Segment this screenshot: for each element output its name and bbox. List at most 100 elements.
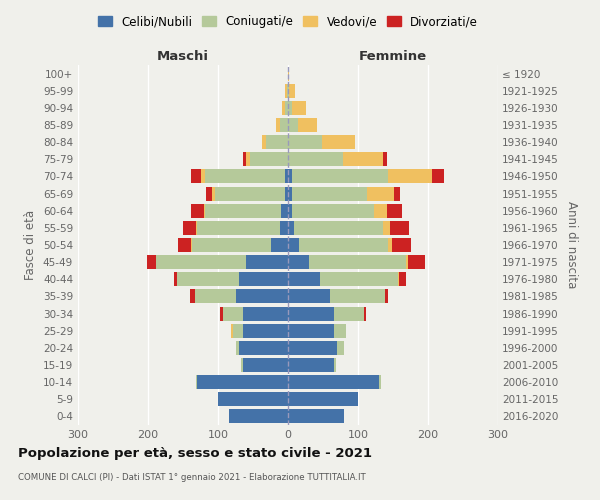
Bar xyxy=(387,204,402,218)
Bar xyxy=(197,375,288,389)
Bar xyxy=(146,255,155,269)
Bar xyxy=(288,135,322,149)
Bar xyxy=(288,152,343,166)
Bar xyxy=(215,186,284,200)
Bar xyxy=(266,135,288,149)
Bar xyxy=(235,341,239,355)
Bar xyxy=(288,358,334,372)
Bar xyxy=(262,135,266,149)
Bar xyxy=(246,152,250,166)
Bar xyxy=(343,152,383,166)
Bar xyxy=(205,204,281,218)
Bar xyxy=(288,255,309,269)
Bar xyxy=(287,84,288,98)
Bar xyxy=(223,306,242,320)
Bar xyxy=(385,290,388,304)
Bar xyxy=(298,118,317,132)
Bar xyxy=(284,101,288,115)
Bar xyxy=(288,290,330,304)
Text: COMUNE DI CALCI (PI) - Dati ISTAT 1° gennaio 2021 - Elaborazione TUTTITALIA.IT: COMUNE DI CALCI (PI) - Dati ISTAT 1° gen… xyxy=(18,472,366,482)
Bar xyxy=(191,238,192,252)
Bar xyxy=(288,341,337,355)
Text: Maschi: Maschi xyxy=(157,50,209,64)
Bar xyxy=(192,238,271,252)
Bar xyxy=(383,221,389,235)
Bar xyxy=(190,290,195,304)
Bar xyxy=(183,221,196,235)
Bar xyxy=(288,375,379,389)
Bar xyxy=(389,221,409,235)
Bar xyxy=(288,306,334,320)
Bar xyxy=(288,170,292,183)
Bar xyxy=(431,170,444,183)
Bar xyxy=(288,186,292,200)
Bar xyxy=(232,324,233,338)
Bar xyxy=(367,186,394,200)
Bar xyxy=(394,186,400,200)
Bar xyxy=(299,238,388,252)
Bar xyxy=(288,204,292,218)
Legend: Celibi/Nubili, Coniugati/e, Vedovi/e, Divorziati/e: Celibi/Nubili, Coniugati/e, Vedovi/e, Di… xyxy=(98,15,478,28)
Bar xyxy=(288,66,289,80)
Bar xyxy=(246,255,288,269)
Bar xyxy=(288,324,334,338)
Bar xyxy=(309,255,406,269)
Bar xyxy=(285,84,287,98)
Bar xyxy=(178,272,239,286)
Bar xyxy=(284,186,288,200)
Bar xyxy=(374,204,387,218)
Text: Femmine: Femmine xyxy=(359,50,427,64)
Bar xyxy=(276,118,280,132)
Bar xyxy=(388,170,431,183)
Bar xyxy=(233,324,242,338)
Bar xyxy=(229,410,288,424)
Bar xyxy=(174,272,178,286)
Bar xyxy=(242,152,246,166)
Bar xyxy=(204,204,205,218)
Bar xyxy=(288,392,358,406)
Bar xyxy=(280,118,288,132)
Bar xyxy=(242,306,288,320)
Bar xyxy=(334,324,346,338)
Bar xyxy=(388,238,392,252)
Y-axis label: Anni di nascita: Anni di nascita xyxy=(565,202,578,288)
Bar xyxy=(337,341,344,355)
Bar xyxy=(292,170,388,183)
Bar xyxy=(398,272,400,286)
Text: Popolazione per età, sesso e stato civile - 2021: Popolazione per età, sesso e stato civil… xyxy=(18,448,372,460)
Bar xyxy=(320,272,398,286)
Bar xyxy=(292,204,374,218)
Bar xyxy=(322,135,355,149)
Bar xyxy=(271,238,288,252)
Bar xyxy=(330,290,385,304)
Bar xyxy=(220,306,223,320)
Bar xyxy=(156,255,157,269)
Bar xyxy=(383,152,387,166)
Bar xyxy=(280,221,288,235)
Bar xyxy=(195,290,235,304)
Bar xyxy=(392,238,411,252)
Bar xyxy=(196,221,197,235)
Bar xyxy=(289,84,295,98)
Bar xyxy=(288,101,292,115)
Bar xyxy=(334,358,335,372)
Bar xyxy=(288,221,293,235)
Bar xyxy=(197,221,280,235)
Bar xyxy=(206,186,212,200)
Bar xyxy=(292,101,305,115)
Bar xyxy=(239,272,288,286)
Bar xyxy=(282,101,284,115)
Bar xyxy=(239,341,288,355)
Bar xyxy=(218,392,288,406)
Bar xyxy=(212,186,215,200)
Bar xyxy=(364,306,367,320)
Bar xyxy=(241,358,242,372)
Bar xyxy=(205,170,285,183)
Bar xyxy=(285,170,288,183)
Bar xyxy=(235,290,288,304)
Bar xyxy=(178,238,191,252)
Bar xyxy=(293,221,383,235)
Bar xyxy=(191,204,204,218)
Bar xyxy=(406,255,409,269)
Bar xyxy=(288,410,344,424)
